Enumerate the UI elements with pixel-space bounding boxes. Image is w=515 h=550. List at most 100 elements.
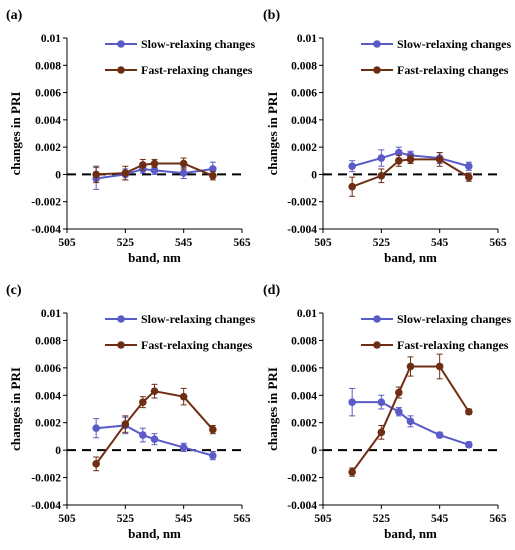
- y-tick-label: 0.002: [291, 142, 317, 154]
- series-line: [96, 167, 213, 180]
- legend-entry: Slow-relaxing changes: [361, 37, 511, 51]
- x-tick-label: 525: [117, 237, 135, 249]
- x-tick-label: 545: [175, 513, 193, 525]
- y-tick-label: 0: [311, 169, 317, 181]
- y-tick-label: 0.002: [35, 418, 61, 430]
- legend-entry: Slow-relaxing changes: [361, 312, 511, 326]
- data-point: [465, 162, 473, 171]
- x-tick-label: 505: [314, 237, 332, 249]
- series-line: [352, 401, 470, 446]
- data-point: [377, 398, 386, 406]
- series-fast-relaxing: [92, 383, 217, 472]
- series-fast-relaxing: [348, 353, 473, 477]
- legend-label: Slow-relaxing changes: [397, 37, 511, 51]
- x-tick-label: 545: [431, 513, 449, 525]
- y-tick-label: 0.006: [291, 363, 317, 375]
- legend-entry: Fast-relaxing changes: [361, 63, 509, 77]
- series-fast-relaxing: [92, 157, 217, 184]
- series-line: [351, 365, 470, 473]
- legend-entry: Fast-relaxing changes: [105, 338, 253, 352]
- data-point: [395, 148, 403, 157]
- legend-swatch-marker: [373, 315, 381, 323]
- y-tick-label: 0.01: [297, 308, 317, 320]
- x-tick-label: 505: [58, 513, 76, 525]
- data-point: [395, 388, 403, 397]
- data-point: [348, 182, 356, 191]
- y-tick-label: 0.006: [291, 88, 317, 100]
- data-point: [435, 362, 444, 371]
- data-point: [150, 435, 159, 443]
- y-tick-label: 0.008: [35, 60, 61, 72]
- legend-label: Fast-relaxing changes: [141, 63, 253, 77]
- x-axis-label: band, nm: [128, 250, 181, 265]
- x-tick-label: 525: [117, 513, 135, 525]
- data-point: [406, 155, 415, 164]
- y-tick-label: -0.002: [31, 473, 61, 485]
- data-point: [179, 159, 188, 168]
- data-point: [209, 451, 217, 460]
- panel-2: (b) -0.004 -0.002 0 0.002 0.004 0.006 0.008 0.01…: [263, 8, 511, 265]
- y-tick-label: -0.004: [287, 224, 317, 236]
- x-tick-label: 565: [233, 513, 251, 525]
- legend-swatch-marker: [373, 66, 381, 74]
- data-point: [150, 387, 159, 395]
- data-point: [209, 171, 217, 180]
- legend-swatch-marker: [373, 40, 381, 48]
- series-line: [351, 158, 470, 188]
- y-tick-label: -0.002: [31, 197, 61, 209]
- legend-entry: Fast-relaxing changes: [361, 338, 509, 352]
- y-tick-label: 0.004: [291, 390, 317, 402]
- legend-label: Fast-relaxing changes: [397, 63, 509, 77]
- data-point: [209, 165, 217, 173]
- y-tick-label: 0.004: [35, 115, 61, 127]
- y-tick-label: -0.004: [31, 224, 61, 236]
- y-tick-label: 0.008: [291, 60, 317, 72]
- data-point: [150, 159, 159, 168]
- y-tick-label: 0.01: [297, 33, 317, 45]
- x-axis-label: band, nm: [384, 526, 437, 541]
- legend-label: Slow-relaxing changes: [397, 312, 511, 326]
- y-axis-label: changes in PRI: [8, 92, 23, 176]
- data-point: [348, 468, 356, 476]
- y-tick-label: 0.008: [291, 335, 317, 347]
- data-point: [348, 162, 356, 171]
- x-axis-label: band, nm: [128, 526, 181, 541]
- x-tick-label: 565: [489, 237, 507, 249]
- y-axis-label: changes in PRI: [265, 367, 280, 451]
- legend-label: Slow-relaxing changes: [141, 37, 255, 51]
- y-tick-label: 0.004: [35, 390, 61, 402]
- legend-entry: Slow-relaxing changes: [105, 37, 255, 51]
- y-tick-label: 0.01: [41, 33, 61, 45]
- legend-swatch-marker: [117, 40, 125, 48]
- data-point: [179, 392, 188, 401]
- data-point: [377, 171, 386, 180]
- data-point: [179, 169, 188, 177]
- data-point: [121, 169, 130, 177]
- y-tick-label: 0.008: [35, 335, 61, 347]
- y-tick-label: -0.004: [31, 500, 61, 512]
- x-tick-label: 565: [233, 237, 251, 249]
- data-point: [395, 156, 403, 165]
- series-slow-relaxing: [348, 387, 473, 449]
- legend-label: Fast-relaxing changes: [141, 338, 253, 352]
- y-tick-label: 0.002: [291, 418, 317, 430]
- series-line: [96, 424, 214, 457]
- x-tick-label: 505: [58, 237, 76, 249]
- data-point: [92, 460, 100, 468]
- y-tick-label: 0: [311, 445, 317, 457]
- panel-label: (d): [263, 283, 280, 298]
- data-point: [179, 443, 188, 452]
- data-point: [377, 154, 386, 162]
- data-point: [139, 398, 147, 406]
- y-tick-label: 0.006: [35, 88, 61, 100]
- data-point: [435, 155, 444, 164]
- y-tick-label: -0.002: [287, 197, 317, 209]
- series-slow-relaxing: [92, 416, 217, 461]
- x-tick-label: 545: [175, 237, 193, 249]
- y-tick-label: 0.01: [41, 308, 61, 320]
- series-line: [95, 390, 214, 465]
- data-point: [465, 173, 473, 181]
- x-tick-label: 565: [489, 513, 507, 525]
- series-line: [96, 162, 214, 177]
- data-point: [395, 407, 403, 416]
